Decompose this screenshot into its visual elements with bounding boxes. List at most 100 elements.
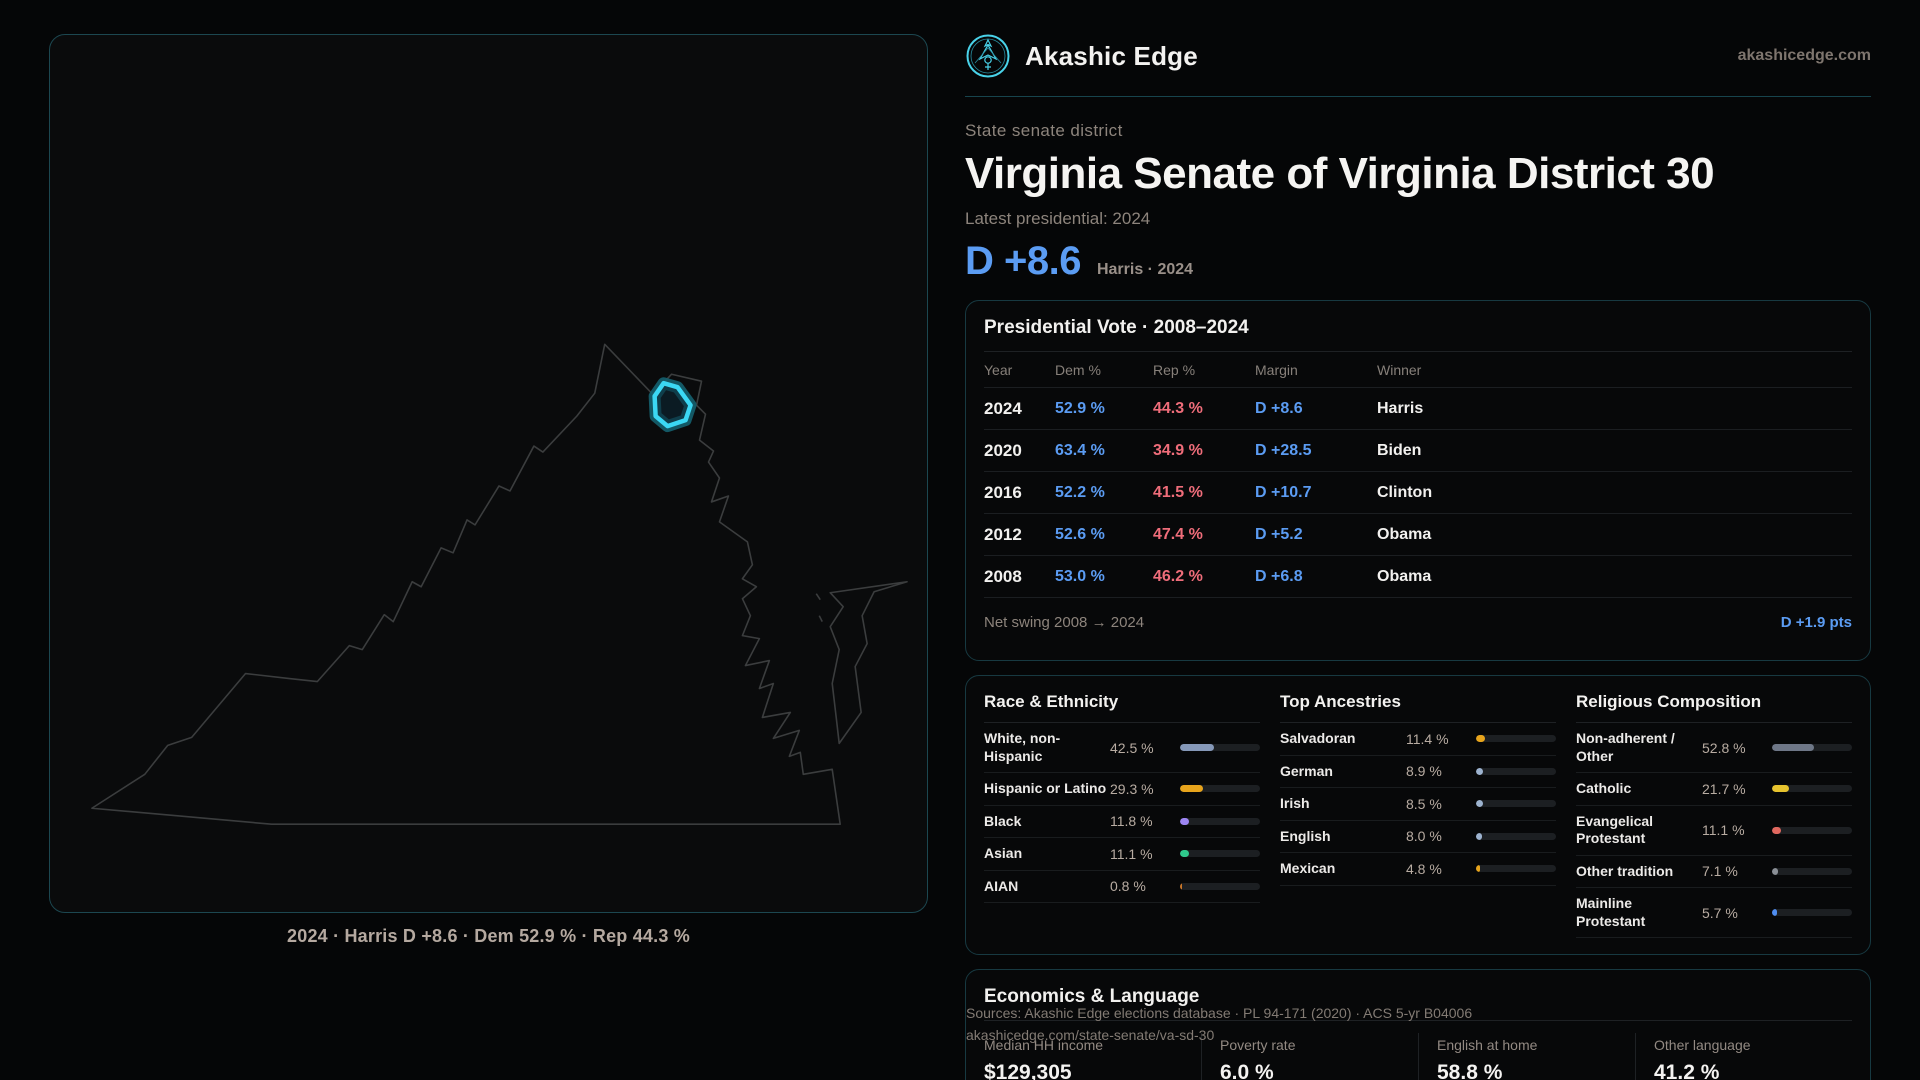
stat-cell: Other language 41.2 %: [1635, 1033, 1852, 1080]
demo-label: White, non-Hispanic: [984, 730, 1061, 764]
demo-label: Mainline Protestant: [1576, 895, 1646, 929]
demo-bar-fill: [1772, 785, 1790, 793]
demo-bar-track: [1476, 865, 1556, 873]
demo-label: German: [1280, 762, 1333, 779]
demo-bar-track: [1180, 850, 1260, 858]
demo-label: Non-adherent / Other: [1576, 730, 1675, 764]
economics-stats: Median HH income $129,305 Poverty rate 6…: [984, 1033, 1852, 1080]
brand-header: Akashic Edge akashicedge.com: [965, 30, 1871, 82]
demo-row: Salvadoran 11.4 %: [1280, 723, 1556, 756]
cell-year: 2020: [984, 440, 1022, 460]
sources-url-link[interactable]: akashicedge.com/state-senate/va-sd-30: [966, 1027, 1215, 1043]
col-winner: Winner: [1377, 361, 1422, 378]
cell-winner: Harris: [1377, 399, 1424, 417]
cell-rep: 46.2 %: [1153, 567, 1203, 585]
cell-margin: D +28.5: [1255, 441, 1312, 459]
demo-value: 52.8 %: [1702, 739, 1746, 756]
demo-bar-fill: [1180, 817, 1190, 825]
cell-winner: Biden: [1377, 441, 1422, 459]
card-divider: [984, 1020, 1852, 1021]
demo-bar-track: [1772, 744, 1852, 751]
cell-rep: 41.5 %: [1153, 483, 1203, 501]
sources-line: Sources: Akashic Edge elections database…: [966, 1005, 1473, 1021]
demo-bar-track: [1772, 909, 1852, 916]
demo-bar-track: [1772, 867, 1852, 875]
page-title: Virginia Senate of Virginia District 30: [965, 149, 1715, 198]
table-row: 2016 52.2 % 41.5 % D +10.7 Clinton: [984, 472, 1852, 514]
net-swing-label: Net swing 2008 → 2024: [984, 613, 1145, 631]
demo-bar-track: [1180, 882, 1260, 890]
cell-year: 2016: [984, 482, 1022, 502]
cell-rep: 44.3 %: [1153, 399, 1203, 417]
demo-value: 5.7 %: [1702, 904, 1738, 921]
stat-label: English at home: [1437, 1037, 1538, 1053]
demo-bar-fill: [1476, 735, 1486, 743]
stat-value: 6.0 %: [1220, 1061, 1274, 1080]
brand-domain-link[interactable]: akashicedge.com: [1737, 47, 1871, 64]
latest-presidential-label: Latest presidential: 2024: [965, 209, 1151, 228]
demo-label: Black: [984, 812, 1022, 829]
col-margin: Margin: [1255, 361, 1298, 378]
cell-margin: D +6.8: [1255, 567, 1303, 585]
demo-label: Catholic: [1576, 780, 1632, 796]
demo-bar-fill: [1476, 800, 1483, 808]
cell-dem: 53.0 %: [1055, 567, 1105, 585]
cell-rep: 34.9 %: [1153, 441, 1203, 459]
demo-bar-fill: [1180, 785, 1204, 793]
demo-bar-track: [1180, 744, 1260, 751]
demo-value: 8.0 %: [1406, 828, 1442, 845]
eastern-shore-outline: [829, 580, 908, 745]
card-divider: [984, 351, 1852, 352]
demo-bar-track: [1180, 817, 1260, 825]
demographics-card: Race & Ethnicity White, non-Hispanic 42.…: [965, 675, 1871, 955]
demo-value: 0.8 %: [1110, 878, 1146, 895]
demo-bar-fill: [1772, 826, 1781, 834]
demo-bar-fill: [1180, 882, 1182, 890]
table-row: 2012 52.6 % 47.4 % D +5.2 Obama: [984, 514, 1852, 556]
presidential-table: Year Dem % Rep % Margin Winner 2024 52.9…: [984, 352, 1852, 598]
demo-label: AIAN: [984, 877, 1019, 894]
cell-margin: D +8.6: [1255, 399, 1303, 417]
demo-value: 11.4 %: [1406, 730, 1449, 747]
col-rep: Rep %: [1153, 361, 1196, 378]
stat-value: $129,305: [984, 1061, 1072, 1080]
panel-title: Top Ancestries: [1280, 692, 1556, 723]
stat-cell: Poverty rate 6.0 %: [1201, 1033, 1418, 1080]
demo-label: Other tradition: [1576, 862, 1674, 879]
demo-label: Salvadoran: [1280, 730, 1356, 746]
demo-bar-fill: [1772, 909, 1777, 916]
demo-value: 42.5 %: [1110, 739, 1154, 756]
lead-margin-value: D +8.6: [965, 239, 1081, 283]
map-panel: [49, 34, 928, 913]
cell-dem: 63.4 %: [1055, 441, 1105, 459]
stat-cell: English at home 58.8 %: [1418, 1033, 1635, 1080]
panel-title: Religious Composition: [1576, 692, 1852, 723]
demo-value: 4.8 %: [1406, 860, 1442, 877]
demo-label: Asian: [984, 845, 1023, 861]
demo-value: 8.9 %: [1406, 763, 1442, 780]
brand-name: Akashic Edge: [1025, 40, 1198, 71]
demo-bar-fill: [1772, 744, 1815, 751]
col-year: Year: [984, 361, 1013, 378]
demo-label: Evangelical Protestant: [1576, 812, 1654, 847]
net-swing-value: D +1.9 pts: [1780, 613, 1852, 631]
demo-value: 21.7 %: [1702, 780, 1746, 797]
virginia-map: [91, 343, 908, 825]
demo-row: Evangelical Protestant 11.1 %: [1576, 806, 1852, 856]
demo-bar-track: [1180, 785, 1260, 793]
demo-row: Asian 11.1 %: [984, 838, 1260, 871]
cell-margin: D +10.7: [1255, 483, 1312, 501]
cell-margin: D +5.2: [1255, 525, 1303, 543]
cell-winner: Obama: [1377, 567, 1432, 585]
demo-value: 11.1 %: [1110, 845, 1153, 862]
demo-bar-fill: [1772, 867, 1778, 875]
district-30-shape[interactable]: [652, 380, 693, 429]
col-dem: Dem %: [1055, 361, 1101, 378]
presidential-card-title: Presidential Vote · 2008–2024: [984, 317, 1249, 338]
stat-value: 58.8 %: [1437, 1061, 1503, 1080]
stat-label: Poverty rate: [1220, 1037, 1296, 1053]
demo-bar-track: [1476, 832, 1556, 840]
demo-row: Black 11.8 %: [984, 806, 1260, 838]
stat-cell: Median HH income $129,305: [984, 1033, 1201, 1080]
sources-footer: Sources: Akashic Edge elections database…: [966, 1002, 1472, 1046]
